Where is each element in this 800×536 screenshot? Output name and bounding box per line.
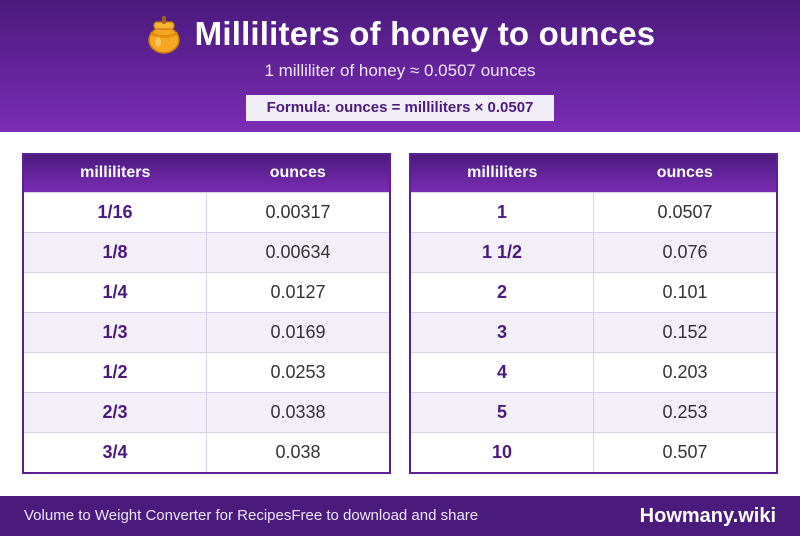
table-row: 1/2 0.0253 [23, 352, 390, 393]
column-header-milliliters: milliliters [23, 154, 207, 192]
conversion-table-right: milliliters ounces 1 0.0507 1 1/2 0.076 2 0.1… [409, 153, 778, 474]
cell-ounces: 0.507 [593, 432, 777, 473]
cell-milliliters: 1/4 [23, 271, 207, 313]
table-header-row: milliliters ounces [410, 154, 777, 192]
cell-milliliters: 2/3 [23, 392, 207, 433]
cell-milliliters: 1/2 [23, 352, 207, 393]
table-row: 5 0.253 [410, 392, 777, 433]
cell-ounces: 0.0507 [593, 191, 777, 233]
column-header-ounces: ounces [593, 154, 777, 192]
column-header-milliliters: milliliters [410, 154, 594, 192]
cell-ounces: 0.101 [593, 271, 777, 313]
cell-milliliters: 1/3 [23, 311, 207, 353]
formula-box: Formula: ounces = milliliters × 0.0507 [246, 95, 554, 121]
column-header-ounces: ounces [206, 154, 390, 192]
cell-milliliters: 1 1/2 [410, 231, 594, 273]
table-row: 2 0.101 [410, 271, 777, 313]
table-row: 1/3 0.0169 [23, 311, 390, 353]
table-row: 3 0.152 [410, 311, 777, 353]
cell-milliliters: 3/4 [23, 432, 207, 473]
cell-ounces: 0.0253 [206, 352, 390, 393]
cell-milliliters: 1/8 [23, 231, 207, 273]
table-header-row: milliliters ounces [23, 154, 390, 192]
table-row: 2/3 0.0338 [23, 392, 390, 433]
footer-brand[interactable]: Howmany.wiki [639, 505, 776, 527]
cell-ounces: 0.038 [206, 432, 390, 473]
cell-milliliters: 3 [410, 311, 594, 353]
honey-pot-icon [145, 14, 183, 54]
table-row: 10 0.507 [410, 432, 777, 473]
table-row: 3/4 0.038 [23, 432, 390, 473]
header-banner: Milliliters of honey to ounces 1 millili… [0, 0, 800, 132]
title-row: Milliliters of honey to ounces [0, 12, 800, 56]
table-row: 1/4 0.0127 [23, 271, 390, 313]
table-row: 1 0.0507 [410, 191, 777, 233]
cell-milliliters: 10 [410, 432, 594, 473]
conversion-table-left: milliliters ounces 1/16 0.00317 1/8 0.00634… [22, 153, 391, 474]
cell-ounces: 0.0169 [206, 311, 390, 353]
cell-ounces: 0.0338 [206, 392, 390, 433]
page-title: Milliliters of honey to ounces [194, 15, 656, 52]
cell-ounces: 0.0127 [206, 271, 390, 313]
cell-ounces: 0.00634 [206, 231, 390, 273]
table-row: 1/8 0.00634 [23, 231, 390, 273]
cell-ounces: 0.253 [593, 392, 777, 433]
cell-ounces: 0.152 [593, 311, 777, 353]
cell-milliliters: 1 [410, 191, 594, 233]
cell-ounces: 0.00317 [206, 191, 390, 233]
cell-milliliters: 1/16 [23, 191, 207, 233]
subtitle: 1 milliliter of honey ≈ 0.0507 ounces [264, 61, 536, 80]
table-row: 1 1/2 0.076 [410, 231, 777, 273]
table-row: 4 0.203 [410, 352, 777, 393]
cell-milliliters: 4 [410, 352, 594, 393]
cell-ounces: 0.076 [593, 231, 777, 273]
table-row: 1/16 0.00317 [23, 191, 390, 233]
cell-milliliters: 2 [410, 271, 594, 313]
footer-bar: Volume to Weight Converter for RecipesFr… [0, 496, 800, 536]
cell-ounces: 0.203 [593, 352, 777, 393]
footer-tagline: Volume to Weight Converter for RecipesFr… [24, 507, 479, 524]
cell-milliliters: 5 [410, 392, 594, 433]
